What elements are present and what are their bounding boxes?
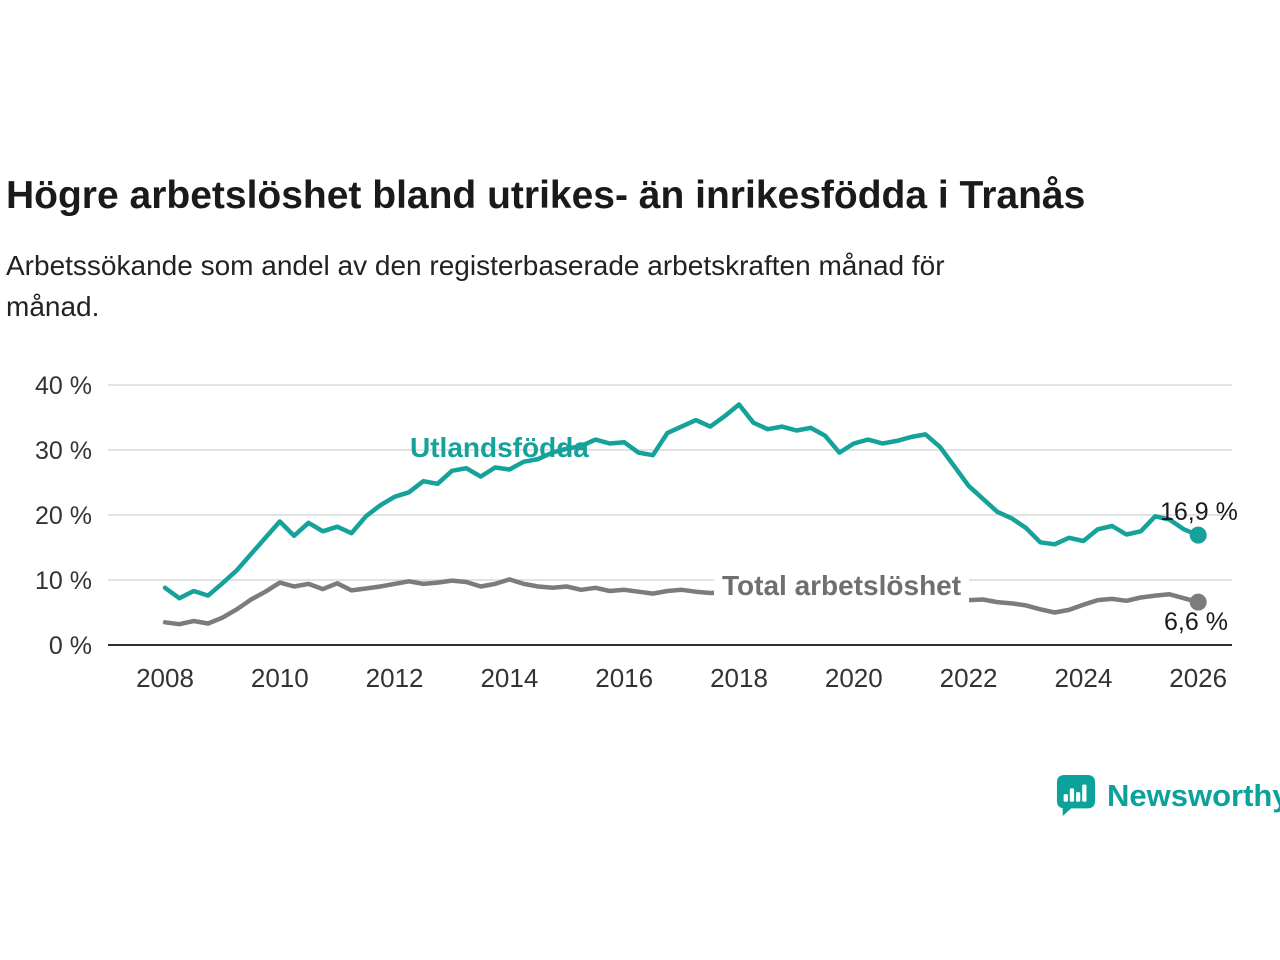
y-tick-label: 0 % bbox=[49, 632, 92, 660]
y-tick-label: 10 % bbox=[35, 567, 92, 595]
chart-subtitle-line-1: Arbetssökande som andel av den registerb… bbox=[6, 250, 945, 281]
newsworthy-bubble-icon bbox=[1056, 774, 1096, 817]
x-tick-label: 2008 bbox=[136, 663, 194, 693]
end-value-label-total: 6,6 % bbox=[1164, 608, 1228, 636]
y-tick-label: 20 % bbox=[35, 502, 92, 530]
end-value-label-utlandsfodda: 16,9 % bbox=[1160, 498, 1238, 526]
series-line-total bbox=[162, 577, 1201, 627]
series-endpoint-utlandsfodda bbox=[1189, 526, 1207, 544]
series-line-utlandsfodda bbox=[162, 402, 1201, 601]
x-tick-label: 2010 bbox=[251, 663, 309, 693]
x-tick-label: 2026 bbox=[1169, 663, 1227, 693]
newsworthy-logo[interactable]: Newsworthy bbox=[1056, 774, 1280, 817]
y-tick-label: 40 % bbox=[35, 372, 92, 400]
chart-subtitle-line-2: månad. bbox=[6, 290, 100, 322]
x-tick-label: 2016 bbox=[595, 663, 653, 693]
y-tick-label: 30 % bbox=[35, 437, 92, 465]
chart-title: Högre arbetslöshet bland utrikes- än inr… bbox=[6, 174, 1086, 218]
series-label-utlandsfodda: Utlandsfödda bbox=[410, 432, 589, 463]
x-tick-label: 2012 bbox=[366, 663, 424, 693]
x-tick-label: 2018 bbox=[710, 663, 768, 693]
series-endpoint-total bbox=[1189, 593, 1207, 611]
chart-subtitle: Arbetssökande som andel av den registerb… bbox=[6, 246, 1206, 327]
x-tick-label: 2024 bbox=[1054, 663, 1112, 693]
newsworthy-wordmark: Newsworthy bbox=[1107, 777, 1280, 813]
x-tick-label: 2014 bbox=[480, 663, 538, 693]
x-tick-label: 2020 bbox=[825, 663, 883, 693]
x-tick-label: 2022 bbox=[940, 663, 998, 693]
series-label-total-arbetsloshet: Total arbetslöshet bbox=[714, 568, 970, 604]
